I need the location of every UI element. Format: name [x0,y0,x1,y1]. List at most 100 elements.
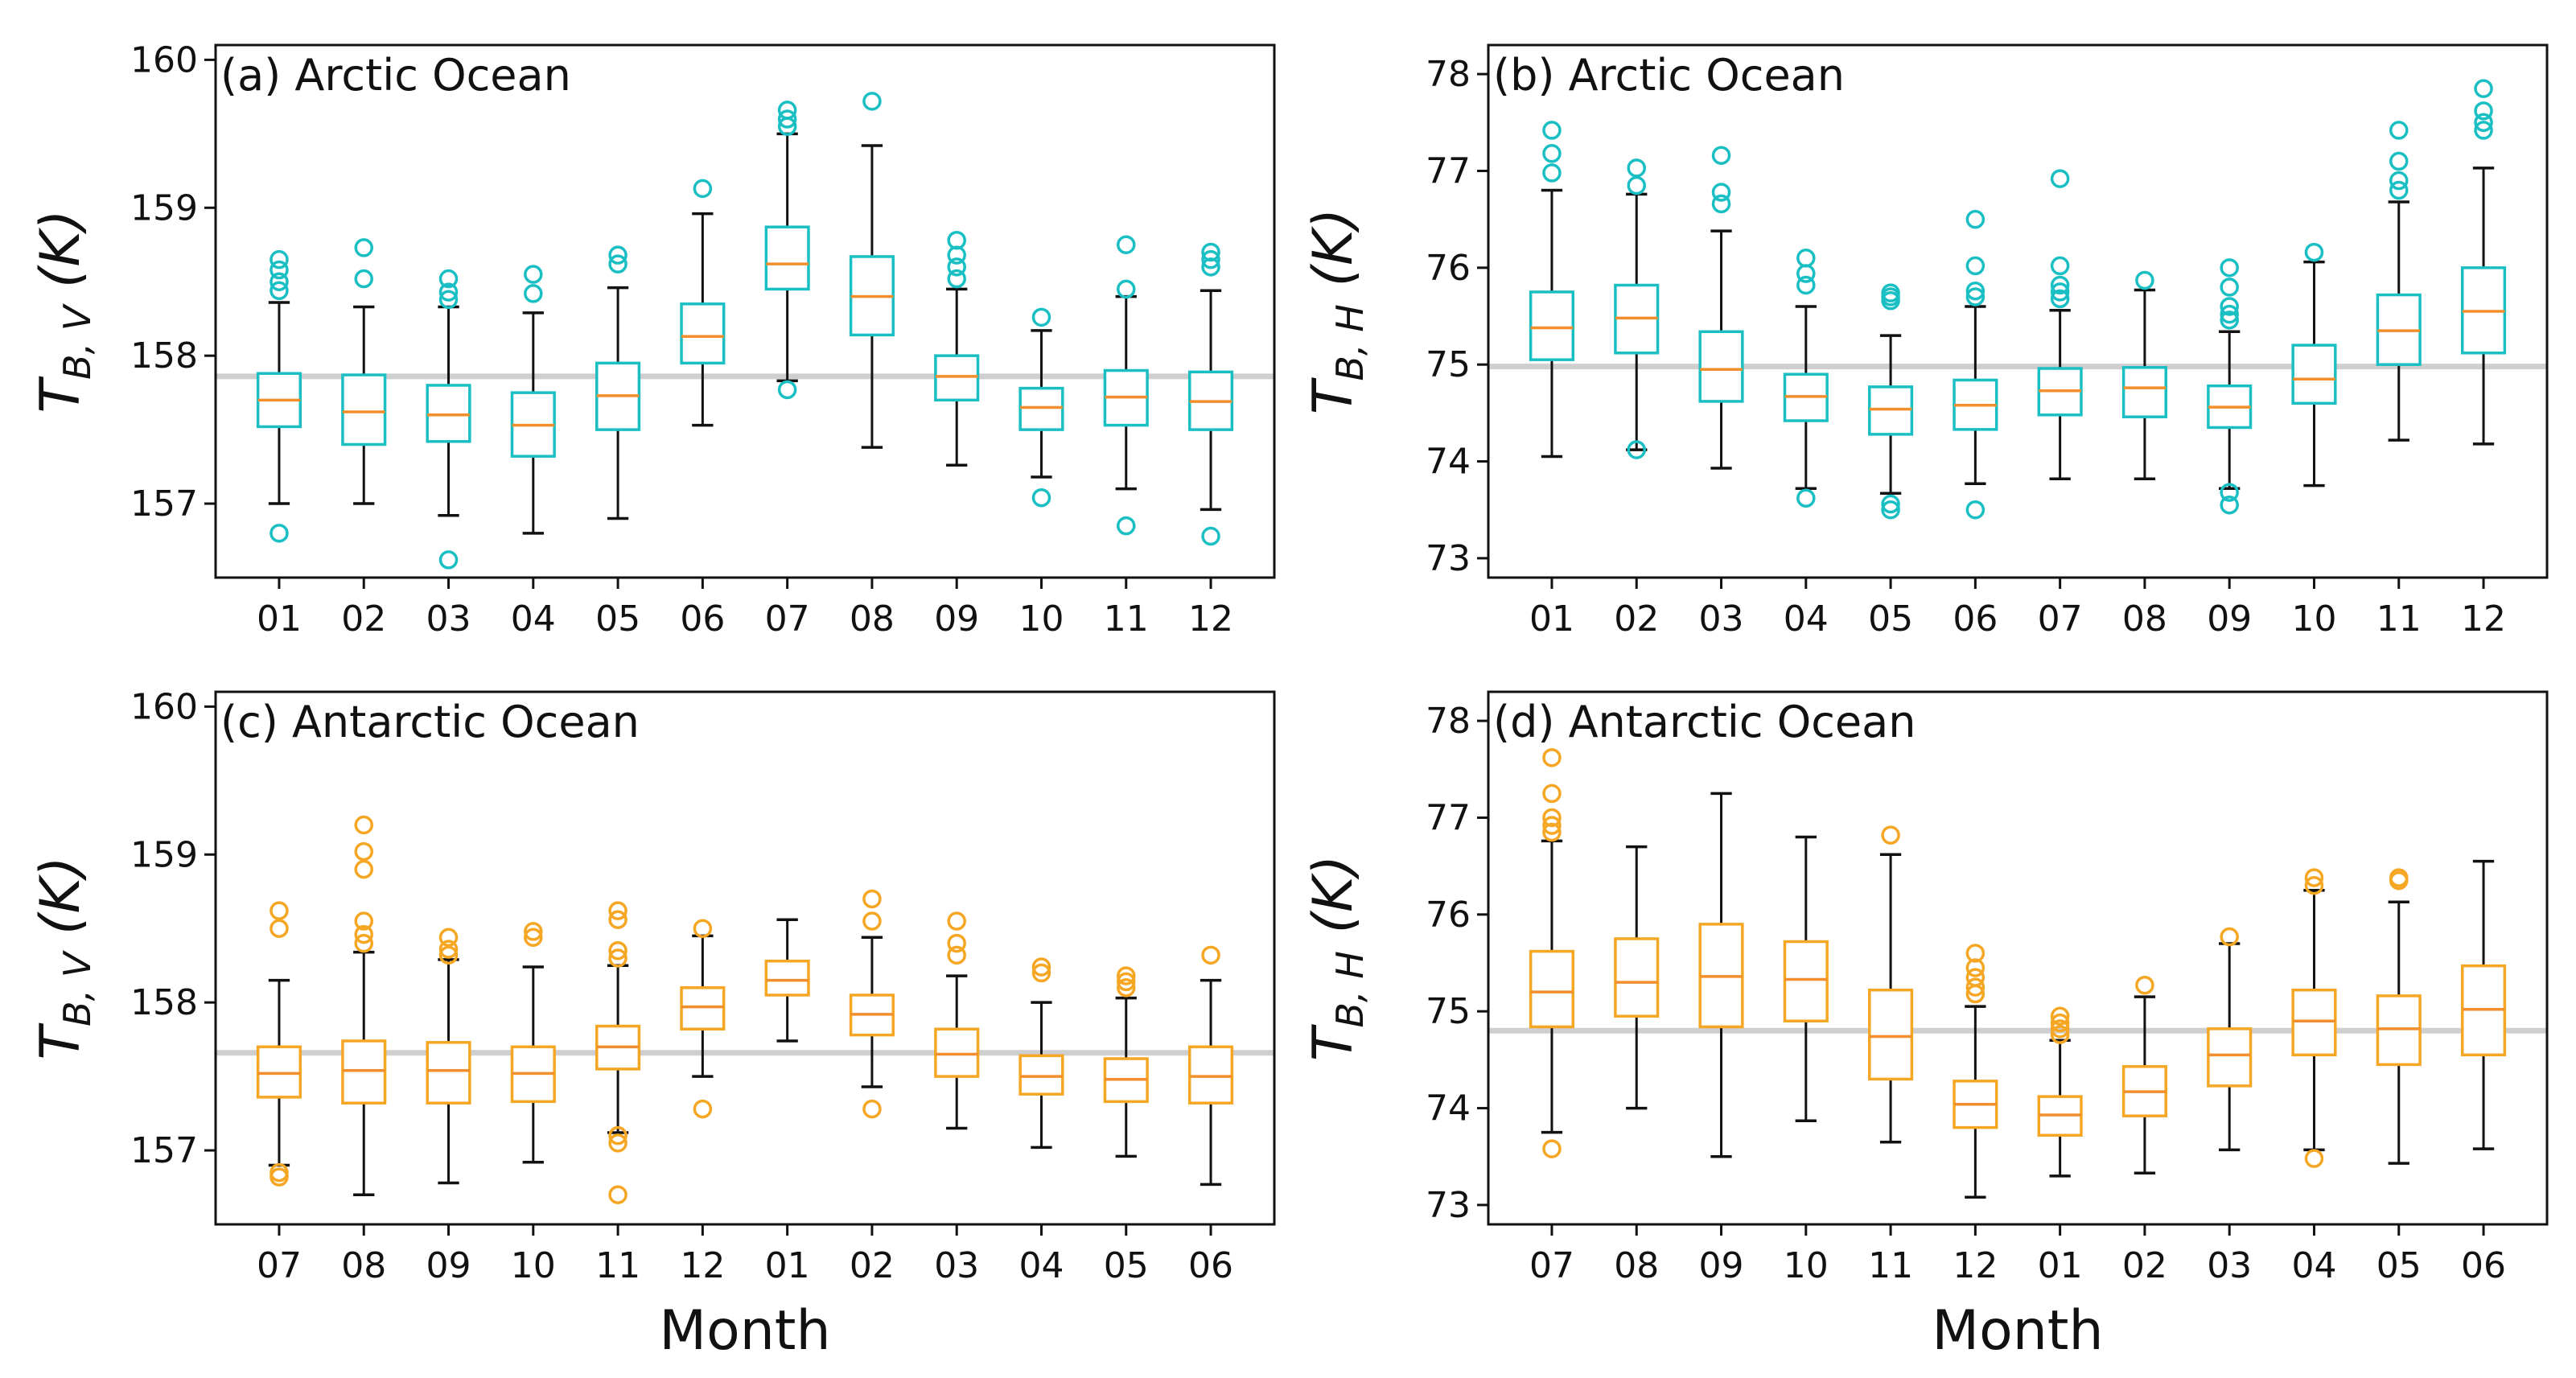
x-tick-label: 12 [1188,599,1233,640]
outlier-point [2220,258,2239,278]
box-06 [1953,209,1998,520]
box-06 [2460,859,2507,1150]
x-tick-label: 10 [511,1245,556,1286]
outlier-point [2050,1013,2070,1033]
iqr-box [1018,1054,1064,1096]
x-tick-label: 01 [257,599,302,640]
y-tick-label: 75 [1426,991,1471,1032]
outlier-point [2220,311,2239,330]
outlier-point [1881,494,1900,514]
box-04 [2291,868,2337,1168]
box-05 [1868,283,1914,520]
outlier-point [354,841,373,862]
x-tick-label: 08 [850,599,895,640]
outlier-point [270,901,289,920]
box-01 [1529,121,1575,459]
outlier-point [438,290,459,310]
x-tick-label: 12 [2461,599,2506,640]
iqr-box [2291,343,2337,405]
outlier-point [438,282,459,302]
outlier-point [1201,249,1220,269]
box-02 [2121,975,2167,1174]
box-07 [2037,169,2083,480]
outlier-point [354,238,373,257]
y-tick-label: 157 [130,1130,198,1171]
x-tick-label: 05 [1104,1245,1149,1286]
outlier-point [1965,209,1985,229]
box-03 [934,911,980,1130]
box-04 [510,265,556,535]
y-tick-label: 74 [1426,1088,1471,1129]
outlier-point [2304,875,2324,895]
x-tick-label: 06 [680,599,725,640]
box-12 [1187,242,1234,546]
outlier-point [524,265,543,284]
iqr-box [2207,1027,2253,1088]
box-10 [510,922,556,1164]
y-tick-label: 75 [1426,344,1471,385]
box-03 [426,269,471,570]
y-axis-label: TB, V (K) [29,209,99,413]
outlier-point [1117,516,1136,536]
box-01 [256,249,302,543]
outlier-point [608,1125,628,1146]
outlier-point [1117,978,1136,998]
y-tick-label: 78 [1426,54,1471,95]
outlier-point [270,260,289,280]
outlier-point [777,117,797,136]
iqr-box [2121,366,2167,418]
outlier-point [1965,984,1985,1004]
x-tick-label: 07 [1529,1245,1574,1286]
x-tick-label: 02 [850,1245,895,1286]
box-04 [1783,249,1829,508]
outlier-point [2474,101,2493,121]
panel-b-arctic-ocean-tbh: 73 74 75 76 77 78 01 02 03 04 05 06 07 08 09 10 11 12 (b) … [1302,43,2549,640]
outlier-point [354,924,373,944]
outlier-point [2389,180,2409,200]
y-tick-label: 77 [1426,150,1471,191]
iqr-box [426,384,471,443]
outlier-point [1031,963,1051,983]
outlier-point [947,911,966,931]
box-11 [1868,825,1914,1144]
outlier-point [2220,278,2239,297]
outlier-point [608,948,628,968]
iqr-box [764,225,810,291]
x-tick-label: 07 [765,599,810,640]
outlier-point [2135,975,2154,995]
y-axis-label: TB, H (K) [1302,855,1372,1061]
iqr-box [1868,385,1914,436]
x-tick-label: 05 [1868,599,1913,640]
outlier-point [947,933,966,953]
box-05 [2376,868,2422,1165]
x-tick-label: 05 [2376,1245,2422,1286]
box-01 [2037,1006,2083,1178]
outlier-point [608,1185,628,1204]
outlier-point [1965,958,1985,977]
outlier-point [862,92,882,111]
outlier-point [1711,194,1731,214]
outlier-point [2050,282,2070,302]
outlier-point [524,928,543,948]
outlier-point [270,272,289,291]
outlier-point [1542,808,1562,828]
box-03 [1698,146,1744,470]
outlier-point [438,928,459,948]
outlier-point [2220,927,2239,947]
outlier-point [2050,275,2070,295]
iqr-box [341,1039,387,1104]
x-tick-label: 03 [2207,1245,2252,1286]
iqr-box [934,1027,980,1078]
outlier-point [1965,977,1985,997]
box-11 [2376,121,2422,442]
x-tick-label: 04 [511,599,556,640]
y-tick-label: 76 [1426,248,1471,289]
outlier-point [1965,287,1985,306]
box-10 [1018,307,1064,508]
box-02 [1614,158,1660,459]
outlier-point [2220,495,2239,515]
box-12 [2460,79,2507,446]
outlier-point [1542,748,1562,767]
outlier-point [608,1133,628,1153]
